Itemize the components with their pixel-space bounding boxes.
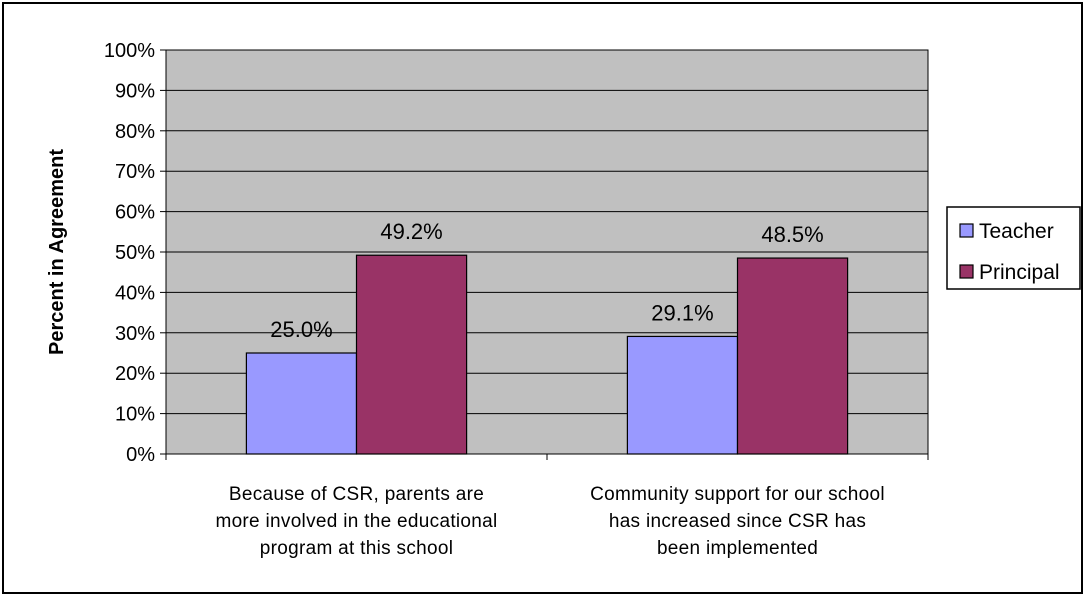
data-label: 48.5% — [761, 222, 823, 247]
y-tick-label: 10% — [115, 404, 155, 426]
x-axis: Because of CSR, parents are more involved… — [165, 453, 929, 559]
x-tick-label-line: program at this school — [260, 538, 454, 559]
y-tick-label: 70% — [115, 161, 155, 183]
bar-principal — [736, 257, 849, 455]
data-labels: 25.0% 49.2% 29.1% 48.5% — [270, 219, 823, 342]
legend-swatch-teacher — [959, 223, 974, 238]
y-tick-label: 0% — [126, 444, 155, 466]
x-tick-label: Because of CSR, parents are more involved… — [215, 484, 497, 559]
x-tick-label-line: been implemented — [657, 538, 818, 559]
x-tick-label-line: Because of CSR, parents are — [229, 484, 484, 505]
x-tick-label-line: has increased since CSR has — [609, 511, 866, 532]
data-label: 29.1% — [651, 300, 713, 325]
legend: Teacher Principal — [946, 206, 1081, 290]
x-tick-label: Community support for our school has incr… — [590, 484, 885, 559]
y-tick-label: 90% — [115, 80, 155, 102]
y-tick-label: 20% — [115, 363, 155, 385]
bar-teacher — [245, 352, 358, 455]
y-tick-label: 50% — [115, 242, 155, 264]
data-label: 49.2% — [380, 219, 442, 244]
data-label: 25.0% — [270, 317, 332, 342]
legend-label-principal: Principal — [979, 261, 1060, 284]
x-tick-label-line: more involved in the educational — [215, 511, 497, 532]
y-tick-label: 80% — [115, 121, 155, 143]
bar-principal — [355, 254, 468, 455]
y-axis-title: Percent in Agreement — [46, 149, 68, 355]
bar-teacher — [626, 335, 739, 455]
y-tick-label: 40% — [115, 282, 155, 304]
legend-swatch-principal — [959, 264, 974, 279]
x-tick-label-line: Community support for our school — [590, 484, 885, 505]
y-axis: 0% 10% 20% 30% 40% 50% 60% 70% 80% 90% 100% — [104, 40, 167, 466]
y-tick-label: 30% — [115, 323, 155, 345]
legend-label-teacher: Teacher — [979, 220, 1054, 243]
y-tick-label: 60% — [115, 202, 155, 224]
y-tick-label: 100% — [104, 40, 155, 62]
